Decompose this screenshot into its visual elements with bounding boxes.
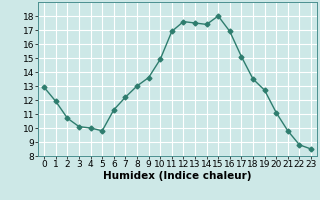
X-axis label: Humidex (Indice chaleur): Humidex (Indice chaleur)	[103, 171, 252, 181]
